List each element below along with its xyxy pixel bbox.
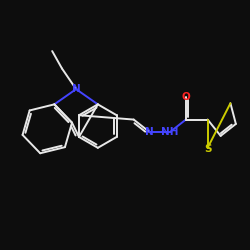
- Text: NH: NH: [161, 126, 178, 136]
- Text: O: O: [182, 92, 190, 102]
- Text: N: N: [72, 84, 80, 94]
- Text: S: S: [204, 144, 211, 154]
- Text: N: N: [144, 126, 153, 136]
